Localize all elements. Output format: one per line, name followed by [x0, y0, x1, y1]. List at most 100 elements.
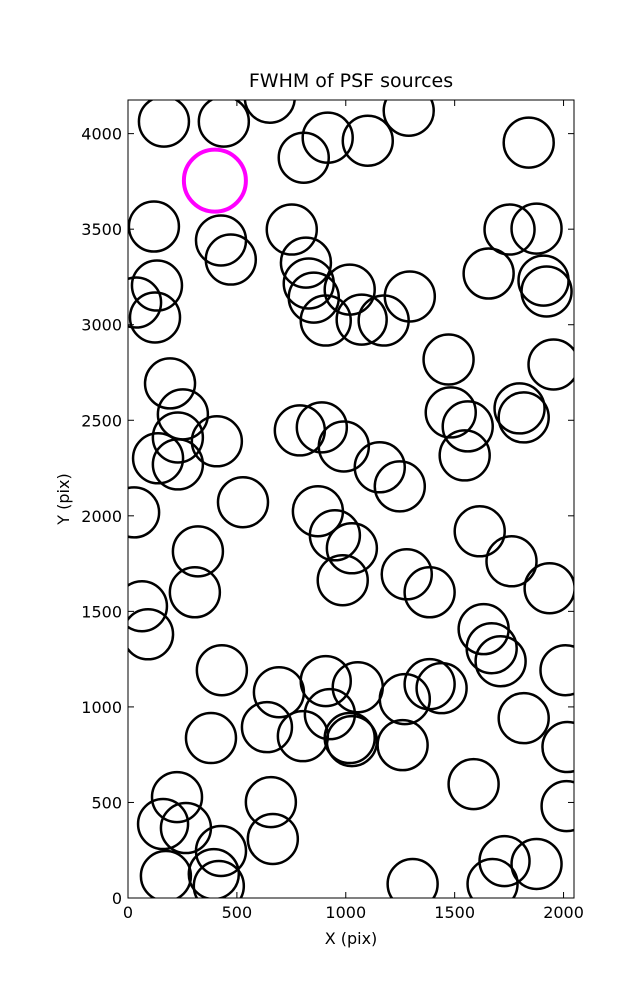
psf-source — [139, 849, 193, 898]
psf-source — [197, 100, 251, 148]
psf-source — [277, 131, 330, 184]
psf-source — [466, 857, 519, 898]
psf-source — [497, 691, 550, 745]
psf-source — [424, 386, 477, 439]
psf-source — [485, 535, 538, 588]
plot-frame — [127, 99, 575, 899]
psf-source — [194, 824, 248, 878]
psf-source — [527, 338, 574, 391]
psf-source — [159, 801, 213, 855]
psf-source — [195, 643, 249, 697]
plot-area — [128, 100, 574, 898]
psf-source — [128, 200, 181, 253]
psf-source — [150, 770, 204, 824]
psf-source — [438, 429, 491, 482]
psf-source — [415, 661, 468, 715]
psf-source — [376, 718, 429, 772]
psf-source — [190, 415, 244, 468]
y-tick-label: 4000 — [81, 125, 122, 144]
psf-source — [380, 548, 433, 601]
psf-source — [373, 460, 427, 513]
psf-source — [523, 561, 574, 615]
psf-source — [299, 294, 352, 347]
psf-source — [192, 859, 246, 898]
psf-source — [216, 475, 270, 529]
psf-source — [240, 700, 294, 754]
psf-source — [331, 660, 385, 714]
psf-source — [422, 333, 475, 386]
psf-source — [184, 711, 238, 765]
x-tick-label: 500 — [222, 903, 253, 922]
psf-source — [316, 553, 369, 607]
psf-source — [276, 709, 330, 763]
psf-source — [287, 271, 341, 324]
psf-source — [510, 202, 563, 255]
psf-source — [143, 357, 197, 410]
psf-source — [308, 509, 362, 562]
psf-source — [539, 643, 574, 697]
psf-source — [462, 247, 515, 300]
y-tick-label: 0 — [112, 889, 122, 908]
y-axis-label: Y (pix) — [54, 473, 73, 525]
psf-source — [453, 505, 506, 558]
psf-source — [187, 847, 241, 898]
psf-source — [130, 259, 184, 312]
psf-source — [204, 233, 258, 286]
psf-source — [131, 432, 185, 485]
x-tick-label: 0 — [123, 903, 133, 922]
y-tick-label: 2500 — [81, 411, 122, 430]
psf-source — [299, 654, 352, 708]
y-tick-label: 1000 — [81, 698, 122, 717]
psf-source — [465, 621, 518, 675]
psf-source — [510, 837, 563, 891]
psf-source — [478, 834, 531, 888]
highlight-source — [181, 147, 248, 214]
psf-source — [403, 566, 456, 619]
psf-source — [273, 404, 327, 457]
psf-source — [493, 382, 546, 435]
psf-source — [279, 236, 333, 289]
psf-source — [317, 420, 371, 473]
psf-source — [136, 797, 190, 851]
psf-source — [447, 757, 500, 811]
psf-source — [128, 608, 175, 661]
psf-source — [128, 276, 163, 329]
y-tick-label: 2000 — [81, 507, 122, 526]
psf-source — [517, 254, 570, 307]
psf-source — [128, 579, 169, 633]
psf-source — [137, 100, 191, 148]
psf-source — [246, 812, 300, 866]
psf-source — [520, 265, 573, 318]
psf-source — [323, 711, 376, 765]
x-tick-label: 1000 — [325, 903, 366, 922]
psf-source — [353, 441, 406, 494]
x-tick-label: 2000 — [543, 903, 584, 922]
psf-source — [541, 720, 574, 774]
y-tick-label: 3500 — [81, 220, 122, 239]
psf-source — [194, 214, 248, 267]
psf-source — [341, 114, 395, 167]
psf-source — [151, 438, 205, 491]
chart-title: FWHM of PSF sources — [249, 70, 453, 92]
psf-source — [383, 270, 437, 323]
psf-source — [540, 779, 574, 833]
psf-source — [156, 388, 210, 441]
psf-source — [128, 486, 161, 539]
psf-source — [497, 391, 550, 444]
psf-source — [335, 293, 388, 346]
psf-source — [441, 400, 494, 453]
psf-source — [252, 665, 306, 719]
psf-source — [265, 203, 319, 256]
psf-source — [151, 411, 205, 464]
x-tick-label: 1500 — [434, 903, 475, 922]
psf-source — [128, 291, 182, 344]
psf-source — [378, 672, 432, 726]
y-tick-label: 500 — [91, 793, 122, 812]
psf-source — [171, 525, 225, 578]
psf-source — [502, 116, 555, 169]
y-tick-label: 1500 — [81, 602, 122, 621]
x-axis-label: X (pix) — [325, 929, 378, 948]
psf-source — [386, 857, 439, 898]
